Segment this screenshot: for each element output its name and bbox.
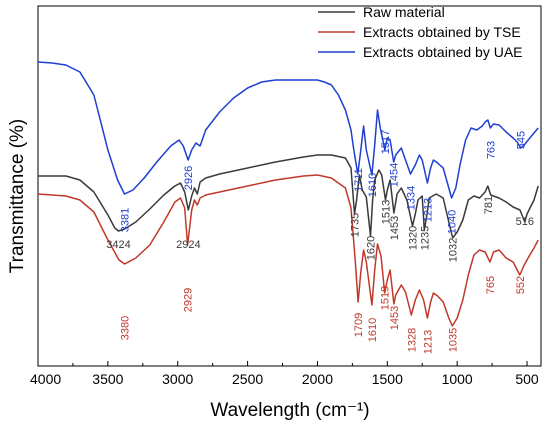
peak-label: 1032: [448, 238, 460, 262]
peak-label: 2929: [183, 288, 195, 312]
legend-label: Extracts obtained by UAE: [363, 44, 523, 60]
peak-label: 1213: [422, 330, 434, 354]
x-axis: 4000 3500 3000 2500 2000 1500 1000 500: [30, 361, 539, 387]
peak-label: 1454: [389, 163, 401, 187]
peak-label: 3380: [120, 316, 132, 340]
peak-label: 1620: [366, 236, 378, 260]
x-tick-label: 1000: [442, 371, 473, 387]
peak-label: 2926: [183, 166, 195, 190]
x-tick-label: 4000: [30, 371, 61, 387]
peak-label: 1610: [367, 318, 379, 342]
peak-label: 1610: [367, 173, 379, 197]
peak-label: 1035: [447, 328, 459, 352]
peak-label: 1453: [389, 216, 401, 240]
peak-label: 1711: [353, 168, 365, 192]
series-line-0: [38, 154, 539, 239]
x-tick-label: 2000: [302, 371, 333, 387]
peak-label: 1519: [380, 286, 392, 310]
peak-label: 2924: [176, 239, 200, 251]
peak-label: 1235: [419, 226, 431, 250]
peak-label: 552: [515, 276, 527, 294]
x-axis-label: Wavelength (cm⁻¹): [210, 400, 369, 421]
legend: Raw material Extracts obtained by TSE Extr…: [318, 4, 523, 60]
peak-label: 1735: [349, 213, 361, 237]
peak-label: 781: [483, 196, 495, 214]
peak-label: 1328: [406, 328, 418, 352]
series-line-1: [37, 174, 539, 327]
peak-label: 1213: [422, 198, 434, 222]
peak-label: 1334: [405, 186, 417, 210]
series-group: [37, 61, 539, 327]
y-axis-label: Transmittance (%): [7, 119, 28, 274]
legend-label: Raw material: [363, 4, 445, 20]
x-tick-label: 1500: [372, 371, 403, 387]
peak-label: 1453: [389, 306, 401, 330]
series-line-2: [37, 61, 539, 199]
plot-area: [37, 5, 542, 367]
peak-label: 1320: [407, 226, 419, 250]
plot-frame: [37, 5, 542, 367]
peak-label: 516: [516, 216, 534, 228]
peak-label: 1513: [380, 200, 392, 224]
peak-label: 1040: [447, 210, 459, 234]
peak-label: 545: [516, 131, 528, 149]
x-tick-label: 3000: [162, 371, 193, 387]
x-tick-label: 2500: [232, 371, 263, 387]
peak-label: 3424: [106, 239, 130, 251]
peak-label: 763: [485, 141, 497, 159]
x-tick-label: 3500: [92, 371, 123, 387]
legend-label: Extracts obtained by TSE: [363, 24, 521, 40]
x-tick-label: 500: [515, 371, 539, 387]
peak-label: 1517: [380, 130, 392, 154]
peak-label: 1709: [353, 313, 365, 337]
peak-label: 3381: [119, 208, 131, 232]
peak-label: 765: [485, 276, 497, 294]
